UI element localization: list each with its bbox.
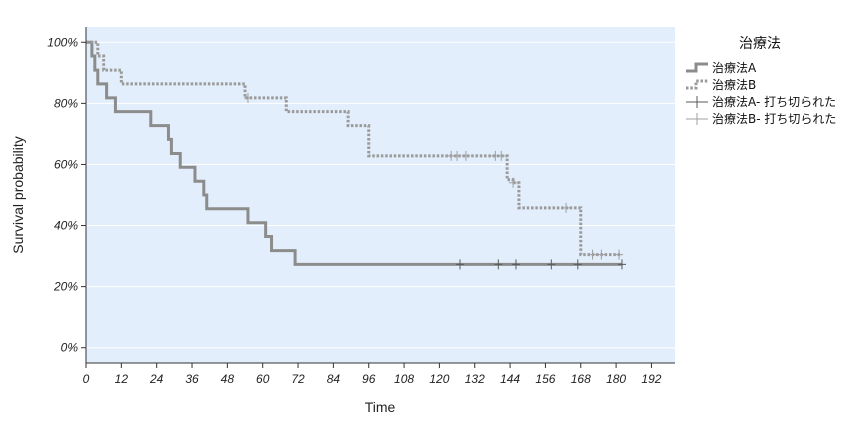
censor-mark: [615, 249, 624, 260]
censor-mark: [597, 249, 606, 260]
y-tick-label: 40%: [54, 219, 78, 233]
x-tick-label: 168: [571, 372, 591, 386]
y-axis-title: Survival probability: [10, 136, 26, 254]
legend-label: 治療法B: [712, 78, 756, 92]
censor-mark: [509, 177, 518, 188]
x-tick-label: 96: [362, 372, 376, 386]
censor-mark: [453, 150, 462, 161]
x-tick-label: 156: [535, 372, 555, 386]
x-tick-label: 180: [606, 372, 626, 386]
censor-mark: [588, 249, 597, 260]
legend-label: 治療法A- 打ち切られた: [712, 95, 836, 109]
x-tick-label: 36: [185, 372, 199, 386]
censor-mark: [497, 150, 506, 161]
gridlines: [86, 41, 675, 349]
x-tick-label: 84: [327, 372, 341, 386]
y-tick-label: 0%: [61, 341, 79, 355]
series-line: [86, 40, 622, 266]
x-axis-title: Time: [365, 399, 396, 415]
plot-background: [86, 27, 675, 363]
legend-swatch: [686, 96, 708, 108]
series-layer: [86, 40, 622, 266]
censor-mark: [511, 259, 520, 270]
censor-mark: [547, 259, 556, 270]
y-axis-ticks: 0% 20% 40% 60% 80% 100%: [47, 35, 86, 355]
censor-mark: [243, 92, 252, 103]
censor-mark: [494, 259, 503, 270]
x-tick-label: 60: [256, 372, 270, 386]
x-tick-label: 132: [465, 372, 485, 386]
y-tick-label: 20%: [53, 280, 78, 294]
series-line: [86, 40, 622, 257]
x-axis-ticks: 0 12 24 36 48 60 72 84 96 108 120 132 144 156 168 180 19…: [83, 363, 662, 386]
x-tick-label: 72: [291, 372, 305, 386]
y-tick-label: 60%: [54, 157, 78, 171]
x-tick-label: 12: [115, 372, 129, 386]
legend-swatch: [686, 79, 708, 90]
legend-label: 治療法A: [712, 61, 757, 75]
x-tick-label: 0: [83, 372, 90, 386]
legend-swatch: [686, 62, 708, 73]
x-tick-label: 144: [500, 372, 520, 386]
x-tick-label: 192: [641, 372, 661, 386]
x-tick-label: 48: [221, 372, 235, 386]
legend-swatch: [686, 113, 708, 125]
legend-title: 治療法: [739, 35, 781, 52]
censor-mark: [456, 259, 465, 270]
y-tick-label: 100%: [47, 35, 78, 49]
y-tick-label: 80%: [54, 96, 78, 110]
censor-marks: [243, 92, 626, 270]
censor-mark: [617, 259, 626, 270]
x-tick-label: 108: [394, 372, 414, 386]
legend-label: 治療法B- 打ち切られた: [712, 112, 836, 126]
censor-mark: [562, 202, 571, 213]
x-tick-label: 24: [149, 372, 164, 386]
censor-mark: [573, 259, 582, 270]
x-tick-label: 120: [429, 372, 449, 386]
censor-mark: [461, 150, 470, 161]
